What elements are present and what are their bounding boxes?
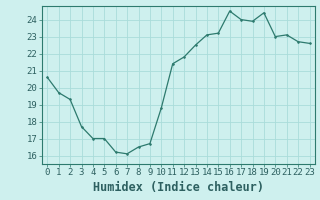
- X-axis label: Humidex (Indice chaleur): Humidex (Indice chaleur): [93, 181, 264, 194]
